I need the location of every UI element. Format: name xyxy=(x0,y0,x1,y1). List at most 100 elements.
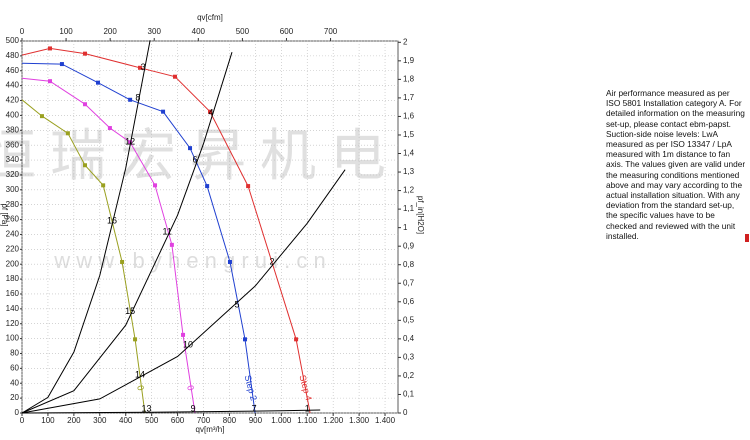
y-tick-label: 300 xyxy=(6,185,20,194)
marker xyxy=(294,337,299,342)
point-label: 2 xyxy=(269,256,274,266)
y-tick-label: 0 xyxy=(15,408,20,417)
marker xyxy=(133,337,138,342)
x2-axis-title: qv[cfm] xyxy=(197,13,223,22)
y-tick-label: 80 xyxy=(10,349,19,358)
x-tick-label: 1.000 xyxy=(271,416,292,425)
y-tick-label: 320 xyxy=(6,170,20,179)
marker xyxy=(208,109,212,114)
marker xyxy=(120,259,125,264)
marker xyxy=(243,337,248,342)
plot-frame xyxy=(21,40,399,414)
y-tick-label: 120 xyxy=(6,319,20,328)
curve xyxy=(21,62,256,414)
point-label: 14 xyxy=(135,369,145,379)
marker xyxy=(169,242,174,247)
y2-tick-label: 2 xyxy=(403,37,408,46)
y2-tick-label: 0,3 xyxy=(403,353,415,362)
y-tick-label: 60 xyxy=(10,363,19,372)
x2-tick-label: 200 xyxy=(103,27,117,36)
y2-tick-label: 1 xyxy=(403,223,408,232)
x-axis-title: qv[m³/h] xyxy=(196,425,225,434)
y-tick-label: 260 xyxy=(6,215,20,224)
edge-mark xyxy=(745,234,749,242)
x-tick-label: 900 xyxy=(249,416,263,425)
x2-tick-label: 700 xyxy=(324,27,338,36)
point-label: 1 xyxy=(305,404,310,414)
x-tick-label: 1.100 xyxy=(297,416,318,425)
y2-tick-label: 0,7 xyxy=(403,278,415,287)
y-tick-label: 420 xyxy=(6,96,20,105)
x2-tick-label: 0 xyxy=(20,27,25,36)
marker xyxy=(95,80,100,85)
y2-tick-label: 0,6 xyxy=(403,297,415,306)
y-tick-label: 500 xyxy=(6,36,20,45)
y-tick-label: 460 xyxy=(6,66,20,75)
x2-tick-label: 100 xyxy=(59,27,73,36)
point-label: 7 xyxy=(252,404,257,414)
curve-label: Step 2 xyxy=(243,374,259,402)
marker xyxy=(83,102,88,107)
x-tick-label: 0 xyxy=(20,416,25,425)
watermark-url: w w w . b y h e n g r u i . c n xyxy=(53,248,325,273)
curve xyxy=(21,99,146,414)
x-tick-label: 1.200 xyxy=(323,416,344,425)
y-tick-label: 400 xyxy=(6,111,20,120)
marker xyxy=(48,79,53,84)
point-label: 15 xyxy=(125,306,135,316)
point-label: 8 xyxy=(135,93,140,103)
x-tick-label: 1.300 xyxy=(349,416,370,425)
point-label: 16 xyxy=(107,215,117,225)
curve-label: 0 xyxy=(185,384,196,391)
x-tick-label: 500 xyxy=(145,416,159,425)
x-tick-label: 800 xyxy=(223,416,237,425)
y2-tick-label: 1,6 xyxy=(403,112,415,121)
x-tick-label: 700 xyxy=(197,416,211,425)
y2-tick-label: 1,2 xyxy=(403,186,415,195)
y-tick-label: 100 xyxy=(6,334,20,343)
marker xyxy=(137,65,142,70)
y-tick-label: 180 xyxy=(6,274,20,283)
marker xyxy=(161,109,166,114)
y-tick-label: 240 xyxy=(6,230,20,239)
y-tick-label: 360 xyxy=(6,140,20,149)
point-label: 10 xyxy=(183,340,193,350)
y-tick-label: 480 xyxy=(6,51,20,60)
curve-label: 0 xyxy=(135,384,146,391)
marker xyxy=(172,74,177,79)
y2-tick-label: 0,4 xyxy=(403,334,415,343)
marker xyxy=(128,97,133,102)
y-axis-title: pf [Pa] xyxy=(0,203,9,226)
x-tick-label: 200 xyxy=(67,416,81,425)
point-label: 11 xyxy=(163,227,172,237)
y-tick-label: 20 xyxy=(10,393,19,402)
point-label: 6 xyxy=(192,154,197,164)
x2-tick-label: 300 xyxy=(148,27,162,36)
marker xyxy=(101,183,106,188)
y-tick-label: 380 xyxy=(6,125,20,134)
curve xyxy=(21,52,233,414)
marker xyxy=(48,46,53,51)
marker xyxy=(59,62,64,67)
y2-tick-label: 1,1 xyxy=(403,204,415,213)
x2-tick-label: 600 xyxy=(280,27,294,36)
y-tick-label: 40 xyxy=(10,378,19,387)
marker xyxy=(246,184,251,189)
y2-tick-label: 0,2 xyxy=(403,371,415,380)
curve xyxy=(21,169,346,414)
marker xyxy=(128,140,133,145)
point-label: 5 xyxy=(234,299,239,309)
marker xyxy=(227,259,232,264)
x-tick-label: 600 xyxy=(171,416,185,425)
point-label: 12 xyxy=(125,137,135,147)
point-label: 13 xyxy=(141,404,151,414)
y-tick-label: 200 xyxy=(6,259,20,268)
point-label: 9 xyxy=(191,404,196,414)
marker xyxy=(83,163,88,168)
y2-tick-label: 1,5 xyxy=(403,130,415,139)
marker xyxy=(153,183,158,188)
y-tick-label: 160 xyxy=(6,289,20,298)
y2-tick-label: 1,7 xyxy=(403,93,415,102)
y2-axis-title: pf_in[H2O] xyxy=(416,196,425,234)
marker xyxy=(39,114,44,119)
